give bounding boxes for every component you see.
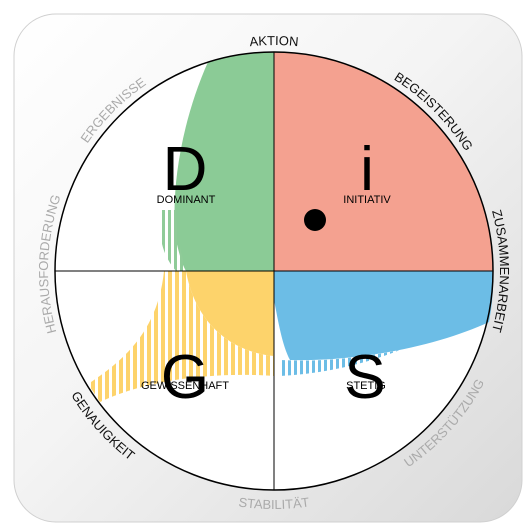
ring-label: AKTION bbox=[249, 33, 299, 49]
stripes-s bbox=[280, 350, 400, 376]
quadrant-letter: G bbox=[161, 343, 209, 412]
quadrant-name: GEWISSENHAFT bbox=[141, 380, 229, 392]
quadrant-name: INITIATIV bbox=[343, 194, 391, 206]
quadrant-letter: D bbox=[163, 135, 208, 204]
position-dot bbox=[304, 209, 326, 231]
ring-label: STABILITÄT bbox=[238, 494, 310, 512]
stripes-g bbox=[88, 271, 274, 402]
quadrant-g bbox=[186, 271, 274, 356]
ring-label-path: AKTION bbox=[249, 33, 299, 49]
quadrant-name: DOMINANT bbox=[157, 194, 216, 206]
quadrant-i bbox=[274, 52, 493, 271]
ring-label-path: STABILITÄT bbox=[238, 494, 310, 512]
stripes-d bbox=[159, 210, 186, 271]
quadrant-name: STETIG bbox=[346, 380, 386, 392]
quadrant-letter: i bbox=[360, 135, 374, 204]
quadrant-s bbox=[274, 271, 494, 361]
quadrant-letter: S bbox=[344, 343, 385, 412]
circle-outline bbox=[54, 51, 494, 491]
quadrant-d bbox=[174, 51, 274, 272]
